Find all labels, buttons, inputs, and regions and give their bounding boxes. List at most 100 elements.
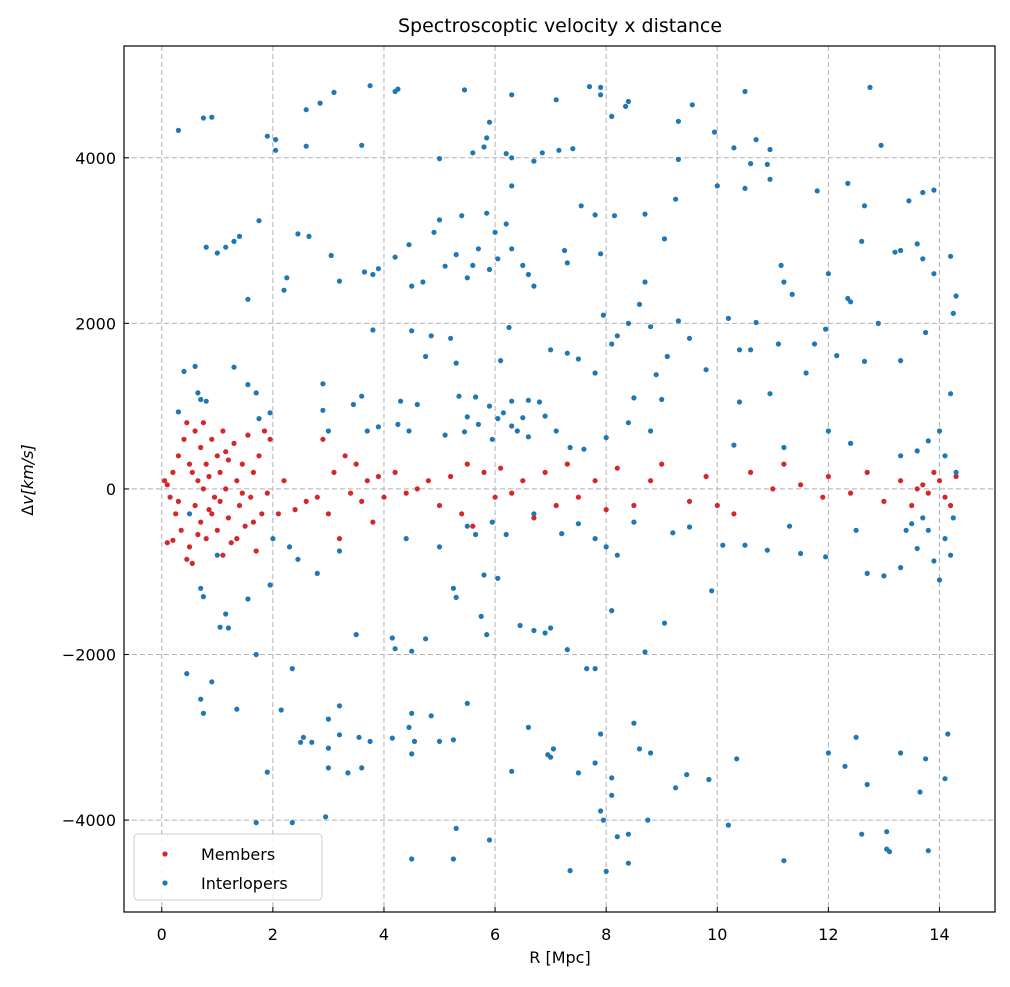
point-interlopers <box>331 89 337 95</box>
y-tick-label: 2000 <box>75 314 116 333</box>
point-interlopers <box>814 188 820 194</box>
point-members <box>223 449 229 455</box>
point-members <box>195 478 201 484</box>
point-interlopers <box>398 398 404 404</box>
point-interlopers <box>686 335 693 341</box>
point-interlopers <box>436 217 443 223</box>
point-members <box>392 469 398 475</box>
point-interlopers <box>625 860 632 866</box>
point-interlopers <box>898 247 904 254</box>
point-interlopers <box>525 271 532 278</box>
point-interlopers <box>936 428 943 434</box>
point-interlopers <box>423 636 429 642</box>
point-interlopers <box>625 831 632 837</box>
point-interlopers <box>214 250 220 256</box>
point-interlopers <box>823 326 829 332</box>
point-interlopers <box>706 776 712 783</box>
point-members <box>170 537 176 543</box>
point-interlopers <box>592 536 598 542</box>
point-interlopers <box>500 410 506 416</box>
point-members <box>228 540 234 546</box>
point-interlopers <box>892 249 898 255</box>
point-interlopers <box>456 393 462 399</box>
point-interlopers <box>631 720 637 726</box>
point-interlopers <box>267 410 273 416</box>
point-interlopers <box>703 367 709 373</box>
point-interlopers <box>881 573 887 579</box>
point-interlopers <box>309 739 315 745</box>
point-interlopers <box>609 113 615 119</box>
point-members <box>492 494 498 500</box>
x-tick-label: 2 <box>268 925 278 944</box>
point-members <box>770 486 776 492</box>
point-interlopers <box>503 151 509 157</box>
legend-label-members: Members <box>201 845 275 864</box>
point-members <box>217 469 223 475</box>
point-interlopers <box>764 161 770 167</box>
point-interlopers <box>245 382 251 388</box>
point-interlopers <box>303 143 309 149</box>
point-members <box>198 444 204 451</box>
point-interlopers <box>923 756 929 762</box>
point-members <box>481 469 487 475</box>
x-tick-label: 6 <box>490 925 500 944</box>
point-interlopers <box>767 146 773 153</box>
point-interlopers <box>731 442 737 448</box>
point-interlopers <box>231 238 237 244</box>
point-interlopers <box>481 144 487 150</box>
point-interlopers <box>848 299 854 305</box>
point-members <box>375 473 381 480</box>
point-interlopers <box>267 582 273 588</box>
point-members <box>234 478 240 484</box>
plot-frame <box>123 45 996 913</box>
point-members <box>353 461 359 467</box>
point-interlopers <box>842 763 848 769</box>
point-interlopers <box>464 414 470 420</box>
point-members <box>948 502 954 509</box>
point-interlopers <box>823 554 829 560</box>
point-interlopers <box>264 769 270 775</box>
point-interlopers <box>461 87 468 93</box>
point-members <box>178 527 184 533</box>
point-interlopers <box>442 263 448 269</box>
point-interlopers <box>561 247 568 254</box>
point-interlopers <box>200 115 206 121</box>
point-interlopers <box>217 624 223 630</box>
point-interlopers <box>673 196 679 202</box>
point-interlopers <box>353 632 359 638</box>
point-interlopers <box>198 396 204 403</box>
point-members <box>631 502 637 509</box>
point-members <box>342 453 348 459</box>
point-interlopers <box>464 523 470 529</box>
point-interlopers <box>495 416 501 422</box>
point-interlopers <box>175 127 181 133</box>
point-interlopers <box>720 542 726 548</box>
point-interlopers <box>203 398 209 404</box>
point-interlopers <box>914 241 920 247</box>
point-members <box>459 511 465 517</box>
point-interlopers <box>473 531 479 538</box>
point-interlopers <box>245 596 251 602</box>
point-interlopers <box>609 608 615 614</box>
point-members <box>253 548 259 554</box>
x-tick-label: 12 <box>818 925 838 944</box>
point-interlopers <box>736 347 743 353</box>
point-interlopers <box>231 364 237 370</box>
point-interlopers <box>781 858 787 864</box>
point-interlopers <box>942 536 948 542</box>
point-members <box>553 502 559 509</box>
point-interlopers <box>264 133 270 139</box>
point-members <box>936 478 943 484</box>
point-members <box>250 469 256 475</box>
point-members <box>686 498 693 504</box>
point-interlopers <box>567 868 573 874</box>
point-interlopers <box>925 438 931 444</box>
point-members <box>186 461 193 467</box>
point-members <box>364 478 370 484</box>
point-members <box>173 511 179 517</box>
point-interlopers <box>423 353 429 360</box>
point-members <box>239 461 245 467</box>
point-interlopers <box>281 287 287 293</box>
point-members <box>575 494 582 500</box>
point-interlopers <box>498 358 504 364</box>
